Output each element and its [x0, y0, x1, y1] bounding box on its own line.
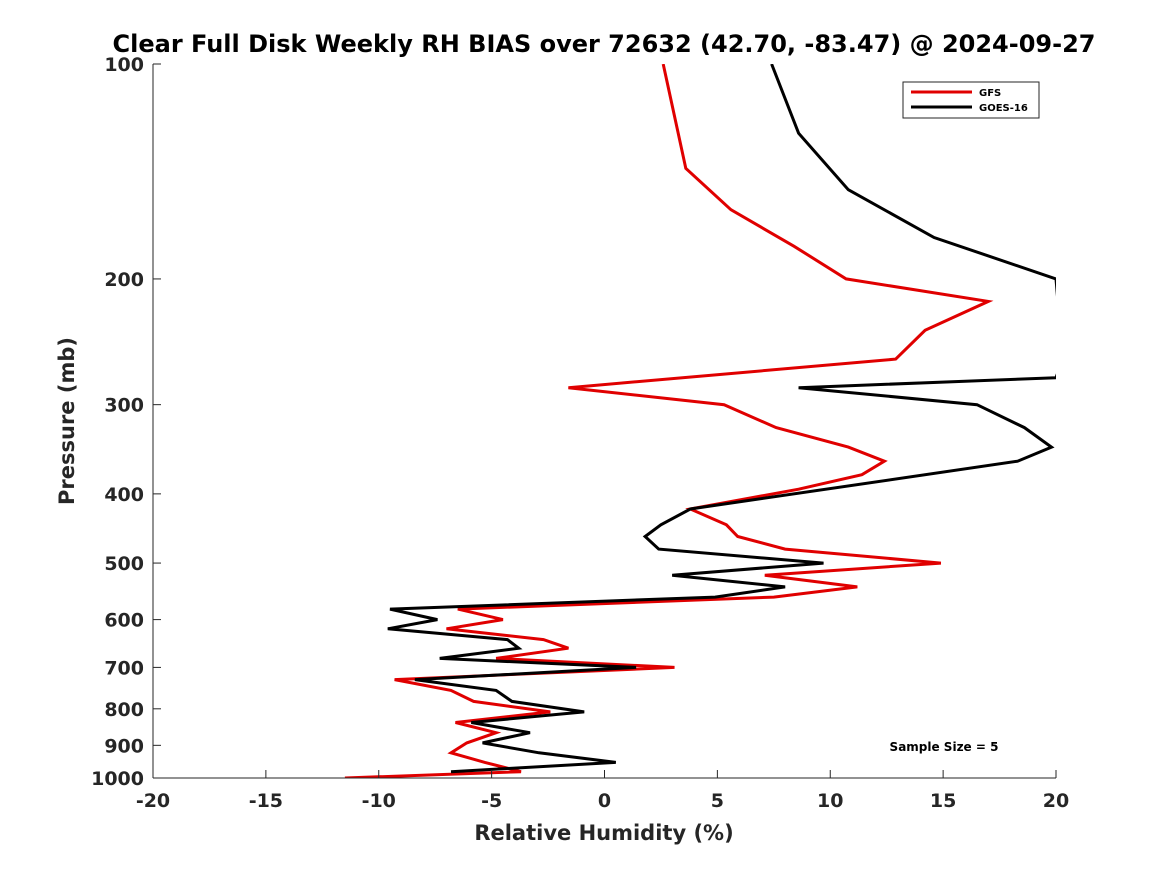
x-tick-label: 5 [711, 790, 724, 812]
y-tick-label: 700 [104, 657, 144, 679]
x-ticks: -20 -15 -10 -5 0 5 10 15 20 [136, 770, 1069, 812]
legend-label-goes16: GOES-16 [979, 103, 1028, 114]
y-tick-label: 800 [104, 699, 144, 721]
legend-box [902, 81, 1040, 119]
x-tick-label: 20 [1043, 790, 1069, 812]
y-tick-label: 300 [104, 395, 144, 417]
x-tick-label: -20 [136, 790, 170, 812]
plot-background [153, 64, 1056, 778]
y-tick-label: 500 [104, 553, 144, 575]
y-tick-label: 400 [104, 484, 144, 506]
series-line-goes16 [387, 64, 1056, 774]
chart-title: Clear Full Disk Weekly RH BIAS over 7263… [113, 30, 1096, 58]
x-tick-label: 0 [598, 790, 611, 812]
legend-label-gfs: GFS [979, 88, 1001, 99]
series-line-gfs [344, 64, 994, 778]
sample-size-annotation: Sample Size = 5 [890, 740, 999, 754]
legend: GFS GOES-16 [902, 81, 1040, 119]
x-tick-label: -10 [362, 790, 396, 812]
y-ticks: 100 200 300 400 500 600 700 800 900 1000 [91, 54, 161, 790]
y-tick-label: 100 [104, 54, 144, 76]
x-tick-label: 15 [930, 790, 956, 812]
y-tick-label: 1000 [91, 768, 144, 790]
y-tick-label: 200 [104, 269, 144, 291]
series-layer [344, 64, 1056, 778]
y-axis-label: Pressure (mb) [55, 337, 79, 505]
x-tick-label: -15 [249, 790, 283, 812]
plot-area: -20 -15 -10 -5 0 5 10 15 20 100 200 300 400 500 600 70… [91, 54, 1069, 812]
x-axis-label: Relative Humidity (%) [474, 821, 733, 845]
y-tick-label: 900 [104, 735, 144, 757]
x-tick-label: 10 [817, 790, 843, 812]
x-tick-label: -5 [481, 790, 502, 812]
y-tick-label: 600 [104, 610, 144, 632]
